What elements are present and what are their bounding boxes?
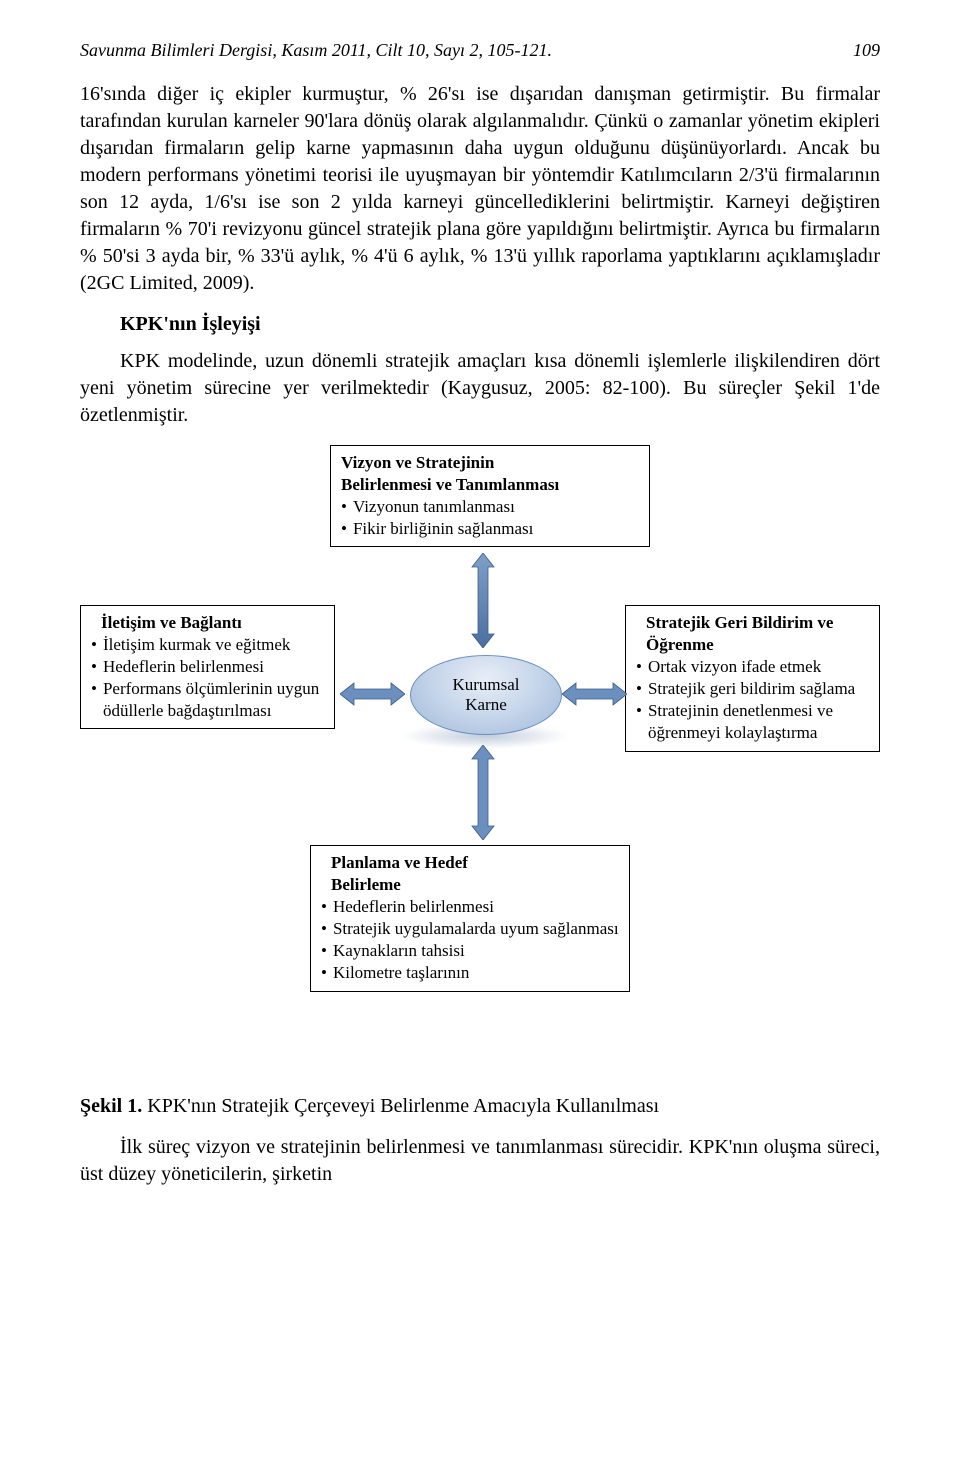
top-box-bullet-1: Vizyonun tanımlanması [341,496,639,518]
section-heading: KPK'nın İşleyişi [120,313,880,336]
diagram-box-top: Vizyon ve Stratejinin Belirlenmesi ve Ta… [330,445,650,547]
top-box-title-2: Belirlenmesi ve Tanımlanması [341,474,639,496]
left-box-bullet-1: İletişim kurmak ve eğitmek [91,634,324,656]
figure-caption: Şekil 1. KPK'nın Stratejik Çerçeveyi Bel… [80,1095,880,1118]
right-box-bullet-2: Stratejik geri bildirim sağlama [636,678,869,700]
diagram-box-bottom: Planlama ve Hedef Belirleme Hedeflerin b… [310,845,630,992]
bottom-box-title-2: Belirleme [321,874,619,896]
bottom-box-title-1: Planlama ve Hedef [321,852,619,874]
left-box-bullet-3: Performans ölçümlerinin uygun ödüllerle … [91,678,324,722]
center-line-1: Kurumsal [452,675,519,695]
top-box-bullet-2: Fikir birliğinin sağlanması [341,518,639,540]
bottom-box-bullet-3: Kaynakların tahsisi [321,940,619,962]
center-line-2: Karne [465,695,507,715]
arrow-down-icon [468,745,498,840]
arrow-up-icon [468,553,498,648]
diagram-center: Kurumsal Karne [410,655,562,735]
paragraph-1: 16'sında diğer iç ekipler kurmuştur, % 2… [80,81,880,297]
bottom-box-bullet-2: Stratejik uygulamalarda uyum sağlanması [321,918,619,940]
right-box-bullet-3: Stratejinin denetlenmesi ve öğrenmeyi ko… [636,700,869,744]
right-box-title-1: Stratejik Geri Bildirim ve [636,612,869,634]
diagram-box-left: İletişim ve Bağlantı İletişim kurmak ve … [80,605,335,729]
figure-text: KPK'nın Stratejik Çerçeveyi Belirlenme A… [142,1095,659,1117]
left-box-bullet-2: Hedeflerin belirlenmesi [91,656,324,678]
right-box-title-2: Öğrenme [636,634,869,656]
arrow-right-icon [562,679,627,709]
bottom-box-bullet-4: Kilometre taşlarının [321,962,619,984]
kpk-diagram: Vizyon ve Stratejinin Belirlenmesi ve Ta… [80,445,880,1075]
right-box-bullet-1: Ortak vizyon ifade etmek [636,656,869,678]
top-box-title-1: Vizyon ve Stratejinin [341,452,639,474]
left-box-title: İletişim ve Bağlantı [91,612,324,634]
page-number: 109 [853,40,880,61]
page-header: Savunma Bilimleri Dergisi, Kasım 2011, C… [80,40,880,61]
diagram-box-right: Stratejik Geri Bildirim ve Öğrenme Ortak… [625,605,880,752]
figure-label: Şekil 1. [80,1095,142,1117]
arrow-left-icon [340,679,405,709]
paragraph-2: KPK modelinde, uzun dönemli stratejik am… [80,348,880,429]
paragraph-3: İlk süreç vizyon ve stratejinin belirlen… [80,1134,880,1188]
bottom-box-bullet-1: Hedeflerin belirlenmesi [321,896,619,918]
journal-citation: Savunma Bilimleri Dergisi, Kasım 2011, C… [80,40,552,61]
